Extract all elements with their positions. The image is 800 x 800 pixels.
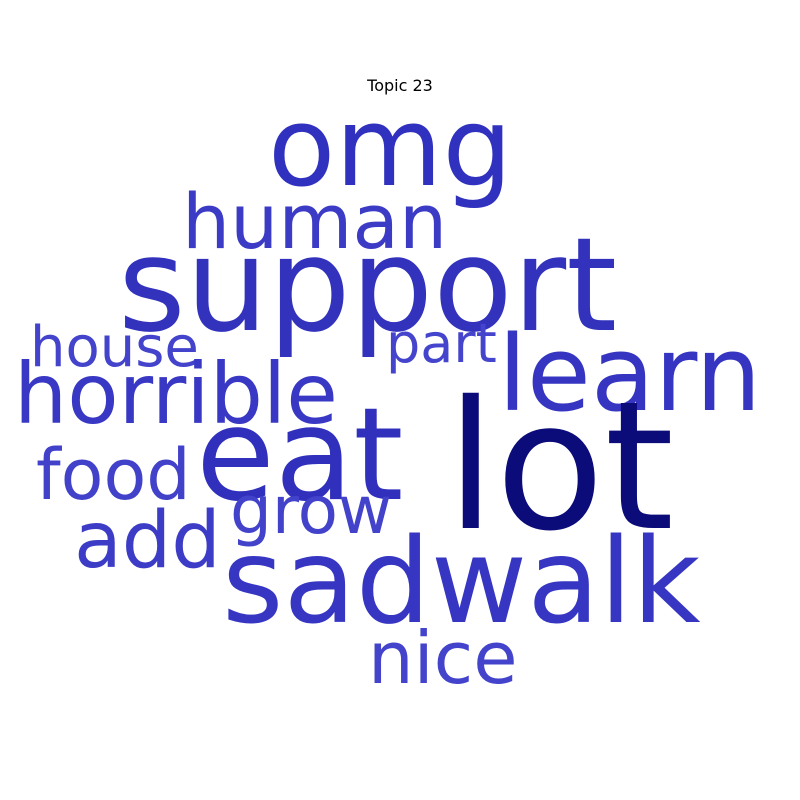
word-eat: eat	[196, 381, 404, 530]
word-support: support	[118, 209, 618, 361]
word-food: food	[36, 434, 191, 516]
word-grow: grow	[230, 472, 392, 549]
chart-title: Topic 23	[367, 76, 433, 95]
word-omg: omg	[268, 83, 513, 211]
word-part: part	[386, 312, 497, 375]
word-lot: lot	[446, 363, 675, 570]
word-house: house	[30, 315, 199, 380]
word-learn: learn	[498, 313, 762, 435]
word-sadwalk: sadwalk	[222, 512, 701, 650]
word-add: add	[74, 496, 221, 586]
word-horrible: horrible	[14, 345, 338, 443]
word-human: human	[182, 177, 448, 266]
word-nice: nice	[368, 616, 518, 700]
